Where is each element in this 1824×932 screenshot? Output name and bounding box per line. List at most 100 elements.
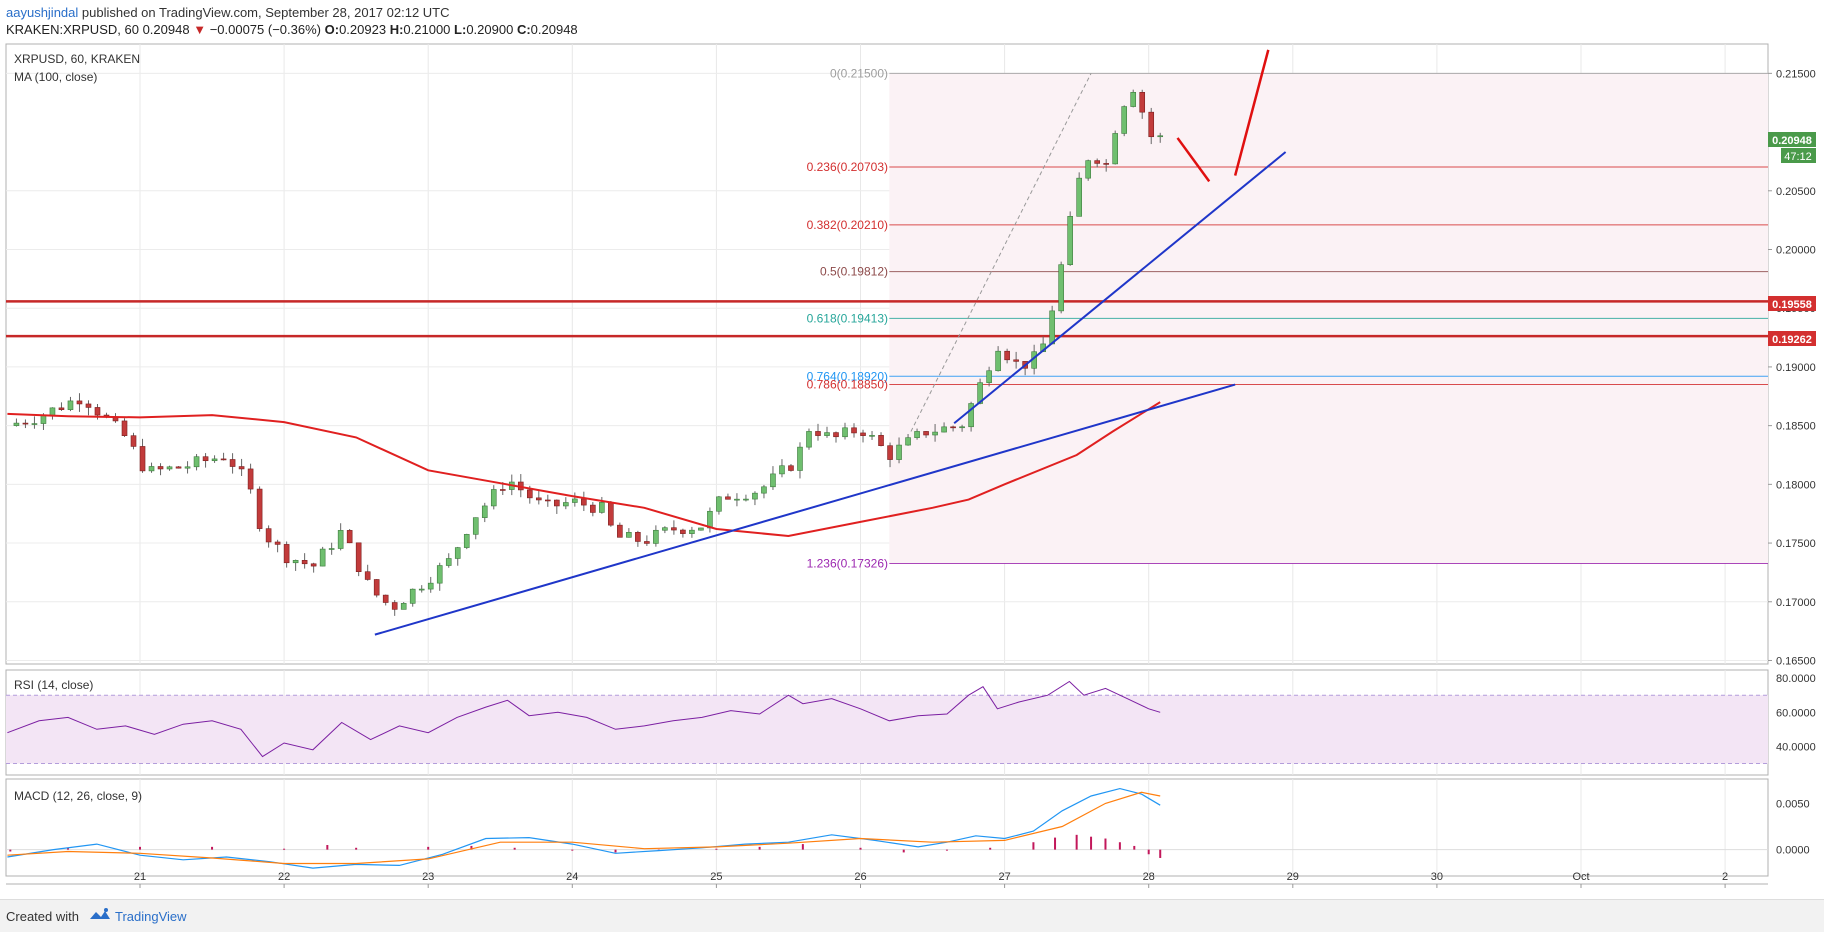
candle-body <box>175 466 182 469</box>
candle-body <box>40 415 47 424</box>
candle-body <box>85 403 92 408</box>
candle-body <box>770 473 776 488</box>
drawings[interactable] <box>374 49 1287 636</box>
macd-histogram-bar <box>1054 837 1057 850</box>
open-value: 0.20923 <box>339 22 387 37</box>
candle-body <box>373 579 380 596</box>
candle-body <box>815 431 821 436</box>
candle-body <box>662 527 668 531</box>
candle-body <box>788 465 794 471</box>
macd-pane-frame <box>5 778 1769 877</box>
candle-body <box>914 431 920 438</box>
candle-body <box>472 517 479 535</box>
candle-body <box>400 603 407 610</box>
time-tick-label: 24 <box>566 871 578 883</box>
high-value: 0.21000 <box>403 22 451 37</box>
fib-level-label: 0.786(0.18850) <box>807 378 888 392</box>
trendline <box>374 383 1236 636</box>
candle-body <box>1157 135 1164 138</box>
level-badge-upper: 0.19558 <box>1768 296 1816 311</box>
candle-body <box>1067 216 1073 265</box>
macd-histogram-bar <box>326 845 329 850</box>
close-label: C: <box>516 22 531 37</box>
candle-body <box>941 426 947 433</box>
candle-body <box>581 498 587 506</box>
close-value: 0.20948 <box>530 22 578 37</box>
chart-canvas[interactable]: 0(0.21500) 0.236(0.20703) 0.382(0.20210) 0.… <box>0 0 1824 899</box>
macd-histogram-bar <box>1032 842 1035 850</box>
macd-histogram-bar <box>9 849 12 852</box>
candle-body <box>436 565 443 584</box>
candle-body <box>878 435 884 446</box>
candle-body <box>130 435 137 447</box>
candle-body <box>256 488 263 529</box>
fib-level-label: 0.764(0.18920) <box>807 369 888 383</box>
countdown-badge-text: 47:12 <box>1784 151 1812 163</box>
published-text: published on TradingView.com, September … <box>81 5 450 20</box>
fib-level-label: 0.382(0.20210) <box>807 218 888 232</box>
candle-body <box>1121 106 1128 134</box>
candle-body <box>166 466 173 470</box>
macd-histogram-bar <box>211 846 214 850</box>
price-tick-label: 0.21500 <box>1776 68 1816 80</box>
candle-body <box>572 498 578 503</box>
candle-body <box>716 496 722 512</box>
down-arrow-icon: ▼ <box>193 22 207 37</box>
time-tick-label: 2 <box>1722 871 1728 883</box>
time-tick-label: 27 <box>998 871 1010 883</box>
candle-body <box>797 446 803 471</box>
macd-histogram-bar <box>1159 849 1162 858</box>
macd-histogram-bar <box>758 846 761 850</box>
candle-body <box>139 446 146 472</box>
candle-body <box>301 560 308 565</box>
macd-histogram-bar <box>283 848 286 850</box>
projection-arrow <box>1176 137 1211 183</box>
price-tick-label: 0.20500 <box>1776 186 1816 198</box>
candle-body <box>986 370 992 383</box>
candle-body <box>481 505 488 518</box>
candle-body <box>427 582 434 590</box>
macd-histogram-bar <box>1118 842 1121 850</box>
candle-body <box>247 468 254 490</box>
candle-body <box>355 542 362 572</box>
level-lower-text: 0.19262 <box>1772 334 1812 346</box>
horizontal-levels[interactable] <box>6 300 1768 338</box>
price-tick-label: 0.19000 <box>1776 362 1816 374</box>
author-link[interactable]: aayushjindal <box>6 5 79 20</box>
high-label: H: <box>389 22 404 37</box>
candle-body <box>653 529 659 544</box>
time-tick-label: 21 <box>134 871 146 883</box>
time-tick-label: Oct <box>1572 871 1589 883</box>
candle-body <box>842 427 848 438</box>
tradingview-brand-link[interactable]: TradingView <box>115 909 187 924</box>
macd-histogram-bar <box>139 846 141 850</box>
candle-body <box>490 489 497 507</box>
candle-body <box>689 529 695 534</box>
rsi-line <box>7 680 1161 758</box>
candle-body <box>608 502 614 526</box>
macd-histogram-bar <box>571 849 574 851</box>
rsi-band-fill <box>6 695 1768 764</box>
candle-body <box>1139 92 1146 113</box>
macd-histogram-bar <box>989 847 992 850</box>
macd-histogram-bar <box>902 849 905 853</box>
macd-histogram-bar <box>1147 849 1150 855</box>
ma-legend: MA (100, close) <box>14 70 97 84</box>
candle-body <box>959 426 965 429</box>
signal-line <box>7 791 1161 865</box>
tradingview-logo-icon[interactable] <box>88 907 112 923</box>
candle-body <box>283 544 290 564</box>
candle-body <box>229 459 236 467</box>
candle-body <box>211 458 218 462</box>
price-axes: 0.215000.205000.200000.195000.190000.185… <box>1768 68 1816 857</box>
candle-body <box>779 465 785 475</box>
ma-100-line <box>7 401 1161 538</box>
candle-body <box>193 456 200 468</box>
publish-header: aayushjindal published on TradingView.co… <box>0 0 1824 44</box>
candle-body <box>220 458 227 461</box>
candle-body <box>202 456 209 462</box>
low-value: 0.20900 <box>466 22 514 37</box>
fib-retracement[interactable]: 0(0.21500) 0.236(0.20703) 0.382(0.20210) 0.… <box>807 66 1768 570</box>
candle-body <box>680 529 686 534</box>
candle-body <box>698 527 704 531</box>
